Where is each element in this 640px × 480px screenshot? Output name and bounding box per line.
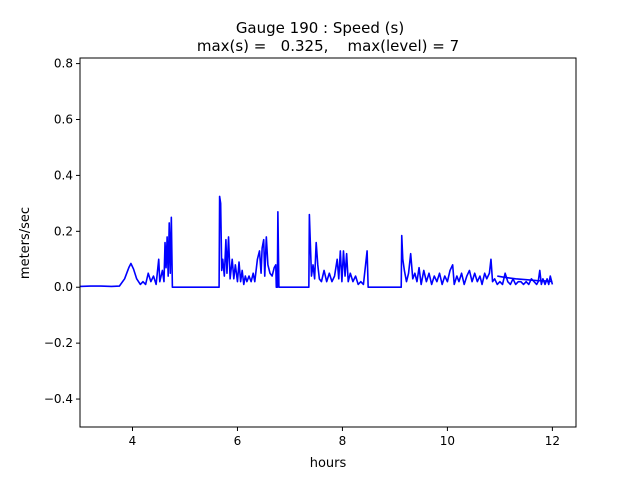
y-tick-label: 0.2 [54,224,73,238]
y-axis-label: meters/sec [18,207,33,279]
y-tick-label: −0.2 [44,336,73,350]
y-tick-label: −0.4 [44,392,73,406]
y-tick-label: 0.0 [54,280,73,294]
x-axis-ticks: 4 6 8 10 12 [129,427,560,448]
x-tick-label: 4 [129,434,137,448]
x-tick-label: 10 [440,434,455,448]
axes-frame [79,57,577,428]
x-axis-label: hours [310,456,347,471]
series-line-1 [80,195,554,289]
y-tick-label: 0.4 [54,168,73,182]
chart-title-line1: Gauge 190 : Speed (s) [236,19,404,37]
chart-title-line2: max(s) = 0.325, max(level) = 7 [197,37,459,55]
series-layer [80,195,554,289]
y-axis-ticks: −0.4 −0.2 0.0 0.2 0.4 0.6 0.8 [44,57,80,406]
x-tick-label: 6 [234,434,242,448]
series-line-2 [497,275,553,283]
x-tick-label: 8 [339,434,347,448]
x-tick-label: 12 [545,434,560,448]
y-tick-label: 0.8 [54,57,73,71]
y-tick-label: 0.6 [54,113,73,127]
